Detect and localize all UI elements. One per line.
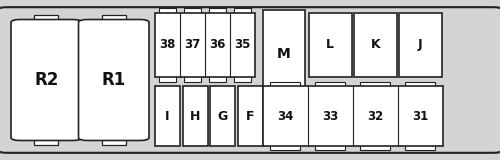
Bar (210, 76, 226, 82)
Bar (210, 8, 226, 14)
Bar (155, 86, 180, 146)
FancyBboxPatch shape (0, 7, 500, 153)
Bar (262, 10, 305, 99)
Bar (160, 8, 176, 14)
Text: 32: 32 (367, 109, 383, 123)
Bar (238, 86, 262, 146)
Bar (360, 145, 390, 150)
Bar (82, 21, 145, 139)
Bar (309, 13, 352, 77)
Bar (155, 13, 255, 77)
Text: R1: R1 (102, 71, 126, 89)
Text: F: F (246, 109, 254, 123)
Text: R2: R2 (34, 71, 58, 89)
Bar (234, 76, 250, 82)
Bar (316, 145, 344, 150)
Bar (182, 86, 208, 146)
Text: I: I (165, 109, 170, 123)
Text: G: G (218, 109, 228, 123)
Bar (262, 86, 442, 146)
Bar (184, 8, 200, 14)
Text: M: M (277, 47, 290, 61)
Bar (360, 82, 390, 87)
Bar (210, 86, 235, 146)
Bar (184, 76, 200, 82)
Text: 38: 38 (160, 38, 176, 51)
Bar (399, 13, 442, 77)
Bar (160, 76, 176, 82)
Bar (15, 21, 78, 139)
Text: H: H (190, 109, 200, 123)
Bar (270, 145, 300, 150)
Text: K: K (370, 38, 380, 51)
Bar (102, 138, 126, 145)
Bar (354, 13, 397, 77)
Text: 34: 34 (277, 109, 293, 123)
Text: 31: 31 (412, 109, 428, 123)
FancyBboxPatch shape (78, 20, 149, 140)
Bar (34, 138, 58, 145)
Text: L: L (326, 38, 334, 51)
Bar (316, 82, 344, 87)
Text: Fuse-Box.info: Fuse-Box.info (49, 107, 106, 143)
FancyBboxPatch shape (11, 20, 82, 140)
Bar (34, 15, 58, 22)
Text: 36: 36 (210, 38, 226, 51)
Text: 33: 33 (322, 109, 338, 123)
Text: 37: 37 (184, 38, 200, 51)
Bar (234, 8, 250, 14)
Text: J: J (418, 38, 422, 51)
Bar (102, 15, 126, 22)
Bar (406, 145, 434, 150)
Bar (406, 82, 434, 87)
Bar (270, 82, 300, 87)
Text: 35: 35 (234, 38, 250, 51)
